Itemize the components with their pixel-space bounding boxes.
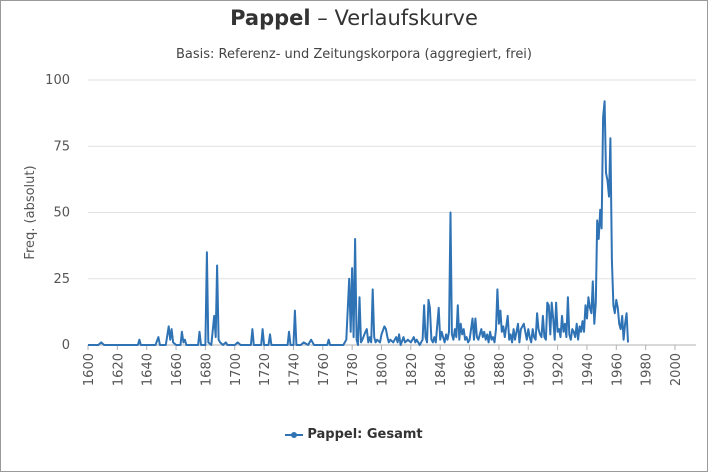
x-tick-label: 1640: [141, 353, 156, 386]
x-tick-label: 1800: [376, 353, 391, 386]
x-tick-label: 1600: [82, 353, 97, 386]
x-tick-label: 1920: [552, 353, 567, 386]
x-tick-label: 1900: [522, 353, 537, 386]
x-tick-label: 1860: [464, 353, 479, 386]
y-axis-title: Freq. (absolut): [23, 165, 38, 259]
series-line: [88, 100, 629, 346]
x-tick-label: 1880: [493, 353, 508, 386]
x-tick-label: 1980: [640, 353, 655, 386]
y-tick-label: 25: [53, 272, 70, 287]
legend-line-marker: [285, 430, 304, 440]
x-tick-label: 1660: [170, 353, 185, 386]
x-tick-label: 1720: [258, 353, 273, 386]
chart-subtitle: Basis: Referenz- und Zeitungskorpora (ag…: [176, 47, 532, 62]
y-tick-label: 50: [53, 206, 70, 221]
x-tick-label: 1740: [287, 353, 302, 386]
y-tick-label: 75: [53, 139, 70, 154]
x-tick-label: 1780: [346, 353, 361, 386]
x-tick-label: 2000: [669, 353, 684, 386]
x-tick-label: 1760: [317, 353, 332, 386]
x-tick-label: 1820: [405, 353, 420, 386]
legend[interactable]: Pappel: Gesamt: [0, 427, 708, 442]
x-tick-label: 1840: [434, 353, 449, 386]
x-tick-label: 1960: [610, 353, 625, 386]
chart-title: Pappel – Verlaufskurve: [230, 6, 478, 30]
x-tick-label: 1620: [111, 353, 126, 386]
x-tick-label: 1940: [581, 353, 596, 386]
x-tick-label: 1680: [199, 353, 214, 386]
y-tick-label: 100: [45, 73, 70, 88]
y-tick-label: 0: [62, 338, 70, 353]
legend-label: Pappel: Gesamt: [307, 427, 423, 442]
x-tick-label: 1700: [229, 353, 244, 386]
